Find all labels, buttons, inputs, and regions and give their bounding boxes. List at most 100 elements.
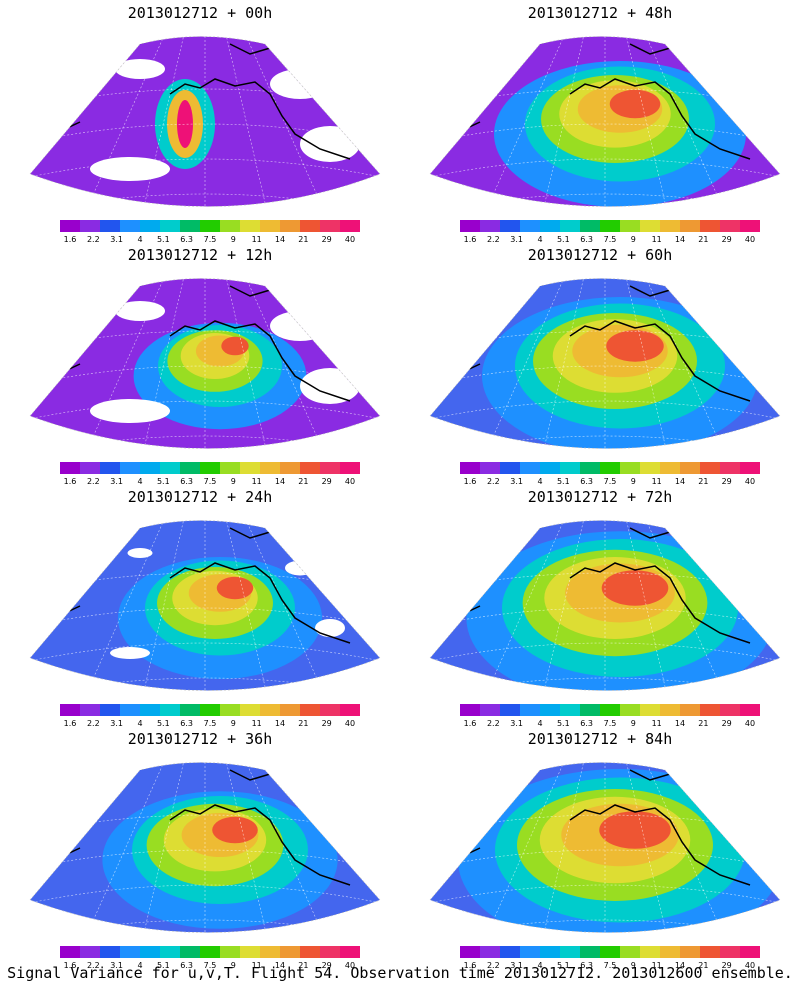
colorbar-swatch	[340, 946, 360, 958]
colorbar-swatch	[280, 220, 300, 232]
colorbar-swatch	[200, 220, 220, 232]
colorbar-label: 4	[537, 235, 543, 244]
colorbar-swatch	[560, 704, 580, 716]
forecast-panel: 2013012712 + 00h 1.6 2.2 3.1 4 5.1 6.3 7.5 9 11 14…	[10, 0, 390, 245]
colorbar-label: 6.3	[580, 719, 594, 728]
colorbar-swatch	[280, 946, 300, 958]
variance-map	[29, 278, 381, 449]
colorbar-label: 5.1	[156, 961, 170, 970]
colorbar-swatch	[240, 946, 260, 958]
colorbar-label: 40	[744, 477, 756, 486]
variance-map	[29, 36, 381, 207]
colorbar-label: 11	[651, 719, 662, 728]
colorbar-label: 9	[630, 235, 636, 244]
colorbar-swatch	[500, 946, 520, 958]
forecast-panel: 2013012712 + 24h 1.6 2.2 3.1 4 5.1 6.3 7.5 9 11 14…	[10, 484, 390, 729]
colorbar-swatch	[540, 462, 560, 474]
colorbar	[460, 220, 760, 232]
colorbar-label: 11	[251, 477, 262, 486]
colorbar-swatch	[120, 946, 140, 958]
colorbar-label: 7.5	[603, 235, 617, 244]
colorbar-label: 14	[274, 961, 286, 970]
variance-map	[429, 278, 781, 449]
colorbar-label: 29	[721, 719, 732, 728]
colorbar-label: 2.2	[86, 235, 100, 244]
colorbar-label: 7.5	[203, 477, 217, 486]
colorbar-label: 3.1	[110, 235, 124, 244]
colorbar	[60, 704, 360, 716]
forecast-panel: 2013012712 + 12h 1.6 2.2 3.1 4 5.1 6.3 7.5 9 11 14…	[10, 242, 390, 487]
colorbar-swatch	[460, 946, 480, 958]
colorbar-swatch	[580, 946, 600, 958]
colorbar-swatch	[700, 704, 720, 716]
colorbar-label: 14	[274, 719, 286, 728]
colorbar-swatch	[240, 220, 260, 232]
colorbar-label: 9	[630, 719, 636, 728]
colorbar-swatch	[580, 220, 600, 232]
colorbar-label: 3.1	[510, 961, 524, 970]
colorbar-swatch	[260, 220, 280, 232]
colorbar-swatch	[300, 704, 320, 716]
colorbar-swatch	[460, 704, 480, 716]
colorbar-swatch	[500, 704, 520, 716]
colorbar-swatch	[640, 462, 660, 474]
colorbar-label: 2.2	[486, 719, 500, 728]
colorbar-swatch	[640, 946, 660, 958]
colorbar-label: 40	[344, 235, 356, 244]
variance-map	[29, 520, 381, 691]
colorbar-label: 21	[298, 719, 309, 728]
colorbar-label: 1.6	[63, 235, 77, 244]
colorbar-swatch	[80, 946, 100, 958]
colorbar-label: 5.1	[556, 477, 570, 486]
colorbar-label: 21	[698, 235, 709, 244]
colorbar-swatch	[180, 704, 200, 716]
colorbar-swatch	[580, 704, 600, 716]
colorbar-label: 6.3	[580, 961, 594, 970]
colorbar-label: 40	[744, 719, 756, 728]
colorbar-swatch	[700, 462, 720, 474]
colorbar-swatch	[460, 220, 480, 232]
colorbar-swatch	[480, 704, 500, 716]
colorbar-swatch	[580, 462, 600, 474]
colorbar-swatch	[180, 220, 200, 232]
colorbar	[460, 462, 760, 474]
colorbar-swatch	[620, 462, 640, 474]
colorbar-label: 2.2	[86, 477, 100, 486]
colorbar-swatch	[500, 220, 520, 232]
colorbar-swatch	[520, 462, 540, 474]
colorbar-label: 21	[298, 961, 309, 970]
colorbar-swatch	[340, 462, 360, 474]
colorbar-label: 29	[721, 477, 732, 486]
colorbar-label: 2.2	[486, 477, 500, 486]
colorbar-label: 5.1	[156, 477, 170, 486]
colorbar-swatch	[320, 946, 340, 958]
colorbar-label: 9	[230, 235, 236, 244]
colorbar-swatch	[720, 220, 740, 232]
colorbar-swatch	[100, 946, 120, 958]
variance-map	[429, 36, 781, 207]
variance-map	[29, 762, 381, 933]
colorbar-label: 6.3	[180, 719, 194, 728]
colorbar-label: 14	[674, 477, 686, 486]
colorbar-label: 2.2	[86, 719, 100, 728]
colorbar-label: 6.3	[580, 235, 594, 244]
colorbar-labels: 1.6 2.2 3.1 4 5.1 6.3 7.5 9 11 14 21 29 40	[50, 477, 370, 487]
colorbar-swatch	[60, 704, 80, 716]
forecast-panel: 2013012712 + 36h 1.6 2.2 3.1 4 5.1 6.3 7.5 9 11 14…	[10, 726, 390, 971]
colorbar-label: 2.2	[486, 235, 500, 244]
colorbar-swatch	[320, 220, 340, 232]
colorbar-swatch	[260, 946, 280, 958]
colorbar-label: 6.3	[180, 235, 194, 244]
colorbar-swatch	[220, 462, 240, 474]
colorbar-swatch	[500, 462, 520, 474]
colorbar-swatch	[120, 462, 140, 474]
colorbar-swatch	[540, 946, 560, 958]
colorbar-label: 4	[537, 961, 543, 970]
colorbar-swatch	[300, 946, 320, 958]
colorbar-swatch	[220, 704, 240, 716]
forecast-panel: 2013012712 + 48h 1.6 2.2 3.1 4 5.1 6.3 7.5 9 11 14…	[410, 0, 790, 245]
colorbar-label: 7.5	[603, 961, 617, 970]
colorbar-label: 4	[137, 477, 143, 486]
colorbar-swatch	[320, 704, 340, 716]
colorbar-label: 2.2	[86, 961, 100, 970]
